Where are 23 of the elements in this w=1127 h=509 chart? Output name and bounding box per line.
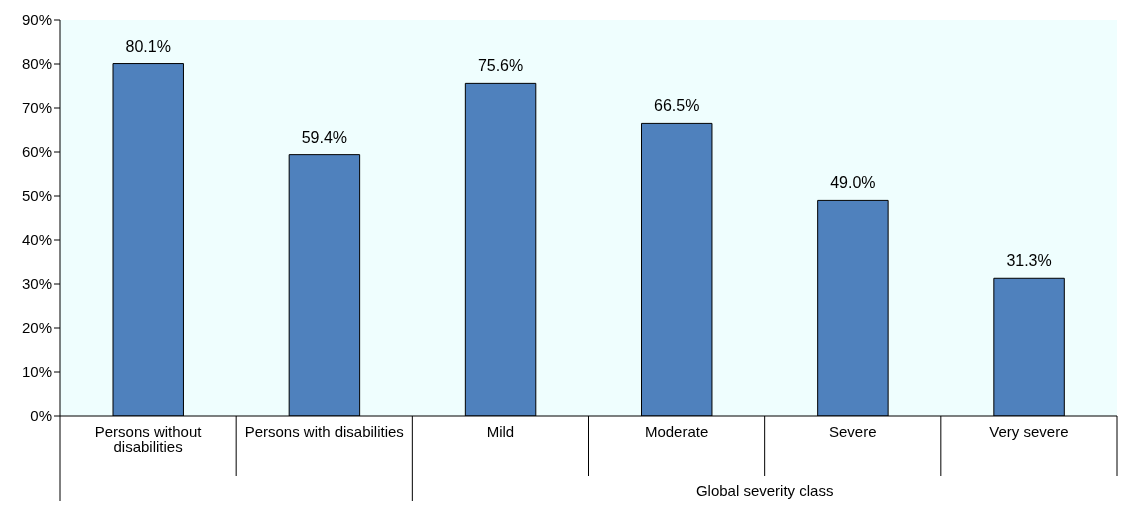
- x-tick-label: Persons without disabilities: [94, 422, 203, 455]
- y-tick-label: 60%: [21, 143, 52, 161]
- y-tick-label: 70%: [21, 99, 52, 117]
- data-label: 49.0%: [830, 174, 876, 192]
- y-tick-label: 30%: [21, 275, 52, 293]
- data-label: 31.3%: [1006, 252, 1052, 270]
- data-label: 59.4%: [301, 128, 348, 146]
- data-label: 80.1%: [125, 37, 171, 55]
- x-tick-label: Mild: [486, 422, 515, 440]
- x-tick-label: Persons with disabilities: [244, 422, 404, 440]
- x-tick-label: Very severe: [989, 422, 1069, 440]
- data-label: 66.5%: [654, 97, 700, 115]
- text: Global severity class: [695, 482, 834, 499]
- y-tick-label: 90%: [21, 11, 52, 29]
- x-tick-label: Severe: [828, 422, 877, 440]
- data-label: 75.6%: [477, 57, 524, 75]
- x-tick-label: Moderate: [644, 422, 709, 440]
- y-tick-label: 10%: [21, 363, 52, 381]
- y-tick-label: 50%: [21, 187, 52, 205]
- y-tick-label: 20%: [21, 319, 52, 337]
- y-tick-label: 40%: [21, 231, 52, 249]
- y-tick-label: 0%: [30, 407, 52, 425]
- y-tick-label: 80%: [21, 55, 52, 73]
